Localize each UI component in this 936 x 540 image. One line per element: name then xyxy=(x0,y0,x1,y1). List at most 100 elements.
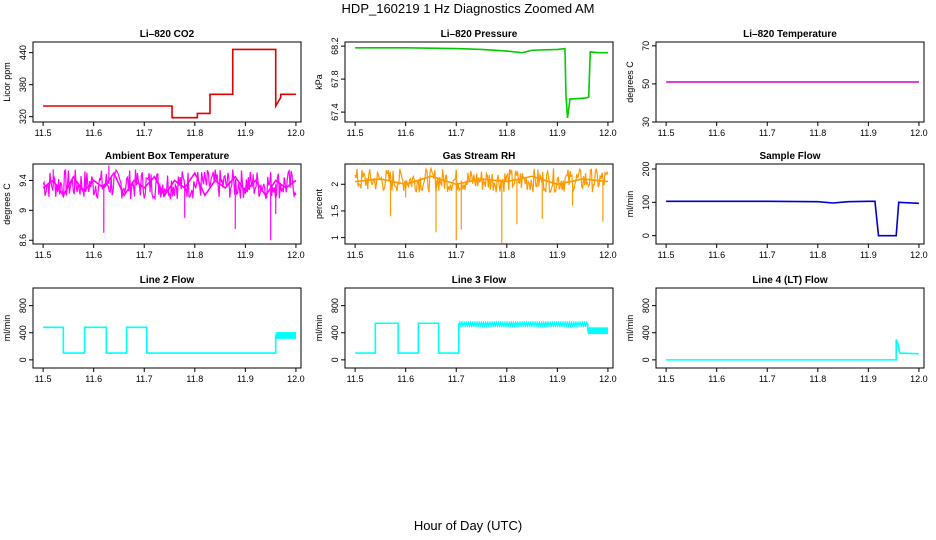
x-tick-label: 11.7 xyxy=(136,374,153,384)
y-tick-label: 100 xyxy=(641,195,651,210)
series-line xyxy=(666,339,919,361)
x-tick-label: 11.6 xyxy=(397,374,414,384)
panel-title: Gas Stream RH xyxy=(443,151,516,162)
panel-title: Li–820 CO2 xyxy=(140,29,195,40)
x-tick-label: 12.0 xyxy=(287,374,305,384)
panel-7: Line 3 Flow 11.5 11.6 11.7 11.8 11.9 12.0 0 400 8… xyxy=(314,275,617,384)
y-tick-label: 1 xyxy=(330,235,340,240)
x-tick-label: 11.6 xyxy=(708,250,725,260)
x-tick-label: 11.8 xyxy=(186,374,203,384)
x-tick-label: 11.9 xyxy=(549,250,566,260)
panel-title: Li–820 Temperature xyxy=(743,29,837,40)
x-tick-label: 11.7 xyxy=(136,250,153,260)
x-tick-label: 11.8 xyxy=(498,250,515,260)
plot-frame xyxy=(655,41,925,123)
x-tick-label: 11.9 xyxy=(860,128,877,138)
x-tick-label: 12.0 xyxy=(910,128,928,138)
x-tick-label: 11.7 xyxy=(759,128,776,138)
x-tick-label: 11.6 xyxy=(397,250,414,260)
series-line xyxy=(43,48,296,119)
y-tick-label: 30 xyxy=(641,117,651,127)
plot-frame xyxy=(344,163,614,245)
y-tick-label: 0 xyxy=(641,233,651,238)
x-tick-label: 11.5 xyxy=(658,250,675,260)
x-tick-label: 12.0 xyxy=(287,250,305,260)
x-tick-label: 11.8 xyxy=(809,250,826,260)
y-tick-label: 0 xyxy=(330,357,340,362)
x-tick-label: 11.6 xyxy=(85,250,102,260)
y-axis-label: degrees C xyxy=(2,183,12,225)
series-line xyxy=(42,171,297,198)
y-tick-label: 2 xyxy=(330,182,340,187)
y-tick-label: 800 xyxy=(18,298,28,313)
x-axis-caption: Hour of Day (UTC) xyxy=(413,518,523,533)
y-tick-label: 400 xyxy=(641,325,651,340)
y-tick-label: 8.6 xyxy=(18,234,28,247)
y-tick-label: 67.8 xyxy=(330,70,340,88)
panel-3: Ambient Box Temperature 11.5 11.6 11.7 11.8 1… xyxy=(2,151,305,260)
y-tick-label: 70 xyxy=(641,41,651,51)
x-tick-label: 11.8 xyxy=(186,250,203,260)
x-tick-label: 11.6 xyxy=(708,374,725,384)
x-tick-label: 11.9 xyxy=(860,250,877,260)
x-tick-label: 11.9 xyxy=(549,374,566,384)
y-tick-label: 9.4 xyxy=(18,174,28,187)
x-tick-label: 11.5 xyxy=(658,128,675,138)
x-tick-label: 11.8 xyxy=(809,128,826,138)
x-tick-label: 11.8 xyxy=(809,374,826,384)
y-axis-label: kPa xyxy=(314,74,324,90)
x-tick-label: 11.6 xyxy=(85,374,102,384)
panel-title: Sample Flow xyxy=(759,151,820,162)
y-tick-label: 400 xyxy=(18,325,28,340)
panel-title: Line 2 Flow xyxy=(140,275,195,286)
x-tick-label: 11.6 xyxy=(397,128,414,138)
y-tick-label: 800 xyxy=(330,298,340,313)
plot-frame xyxy=(32,287,302,369)
plot-frame xyxy=(344,41,614,123)
y-axis-label: ml/min xyxy=(314,315,324,342)
panel-5: Sample Flow 11.5 11.6 11.7 11.8 11.9 12.0 0 100 2… xyxy=(625,151,928,260)
plot-frame xyxy=(32,41,302,123)
y-axis-label: degrees C xyxy=(625,61,635,103)
x-tick-label: 11.5 xyxy=(347,374,364,384)
y-tick-label: 67.4 xyxy=(330,103,340,121)
y-axis-label: ml/min xyxy=(625,315,635,342)
x-tick-label: 11.5 xyxy=(347,250,364,260)
y-axis-label: ml/min xyxy=(2,315,12,342)
x-tick-label: 11.9 xyxy=(860,374,877,384)
plot-frame xyxy=(32,163,302,245)
series-line xyxy=(355,175,609,186)
x-tick-label: 12.0 xyxy=(287,128,305,138)
x-tick-label: 11.8 xyxy=(186,128,203,138)
y-axis-label: ml/min xyxy=(625,191,635,218)
series-wave xyxy=(458,321,589,328)
x-tick-label: 11.9 xyxy=(549,128,566,138)
y-tick-label: 400 xyxy=(330,325,340,340)
x-tick-label: 11.5 xyxy=(35,128,52,138)
panel-1: Li–820 Pressure 11.5 11.6 11.7 11.8 11.9 12.0 6… xyxy=(314,29,617,138)
x-tick-label: 11.5 xyxy=(658,374,675,384)
x-tick-label: 11.7 xyxy=(448,250,465,260)
plot-frame xyxy=(344,287,614,369)
x-tick-label: 11.7 xyxy=(136,128,153,138)
x-tick-label: 12.0 xyxy=(599,128,617,138)
y-tick-label: 0 xyxy=(18,357,28,362)
series-noise xyxy=(42,168,297,201)
series-noise xyxy=(354,166,609,193)
x-tick-label: 12.0 xyxy=(910,250,928,260)
y-tick-label: 1.5 xyxy=(330,205,340,218)
y-tick-label: 200 xyxy=(641,161,651,176)
y-tick-label: 440 xyxy=(18,45,28,60)
x-tick-label: 11.8 xyxy=(498,374,515,384)
x-tick-label: 11.7 xyxy=(448,374,465,384)
y-tick-label: 0 xyxy=(641,357,651,362)
y-tick-label: 380 xyxy=(18,77,28,92)
page-title: HDP_160219 1 Hz Diagnostics Zoomed AM xyxy=(341,1,595,16)
y-tick-label: 50 xyxy=(641,79,651,89)
x-tick-label: 12.0 xyxy=(599,250,617,260)
x-tick-label: 11.8 xyxy=(498,128,515,138)
series-line xyxy=(355,46,608,118)
plot-frame xyxy=(655,163,925,245)
